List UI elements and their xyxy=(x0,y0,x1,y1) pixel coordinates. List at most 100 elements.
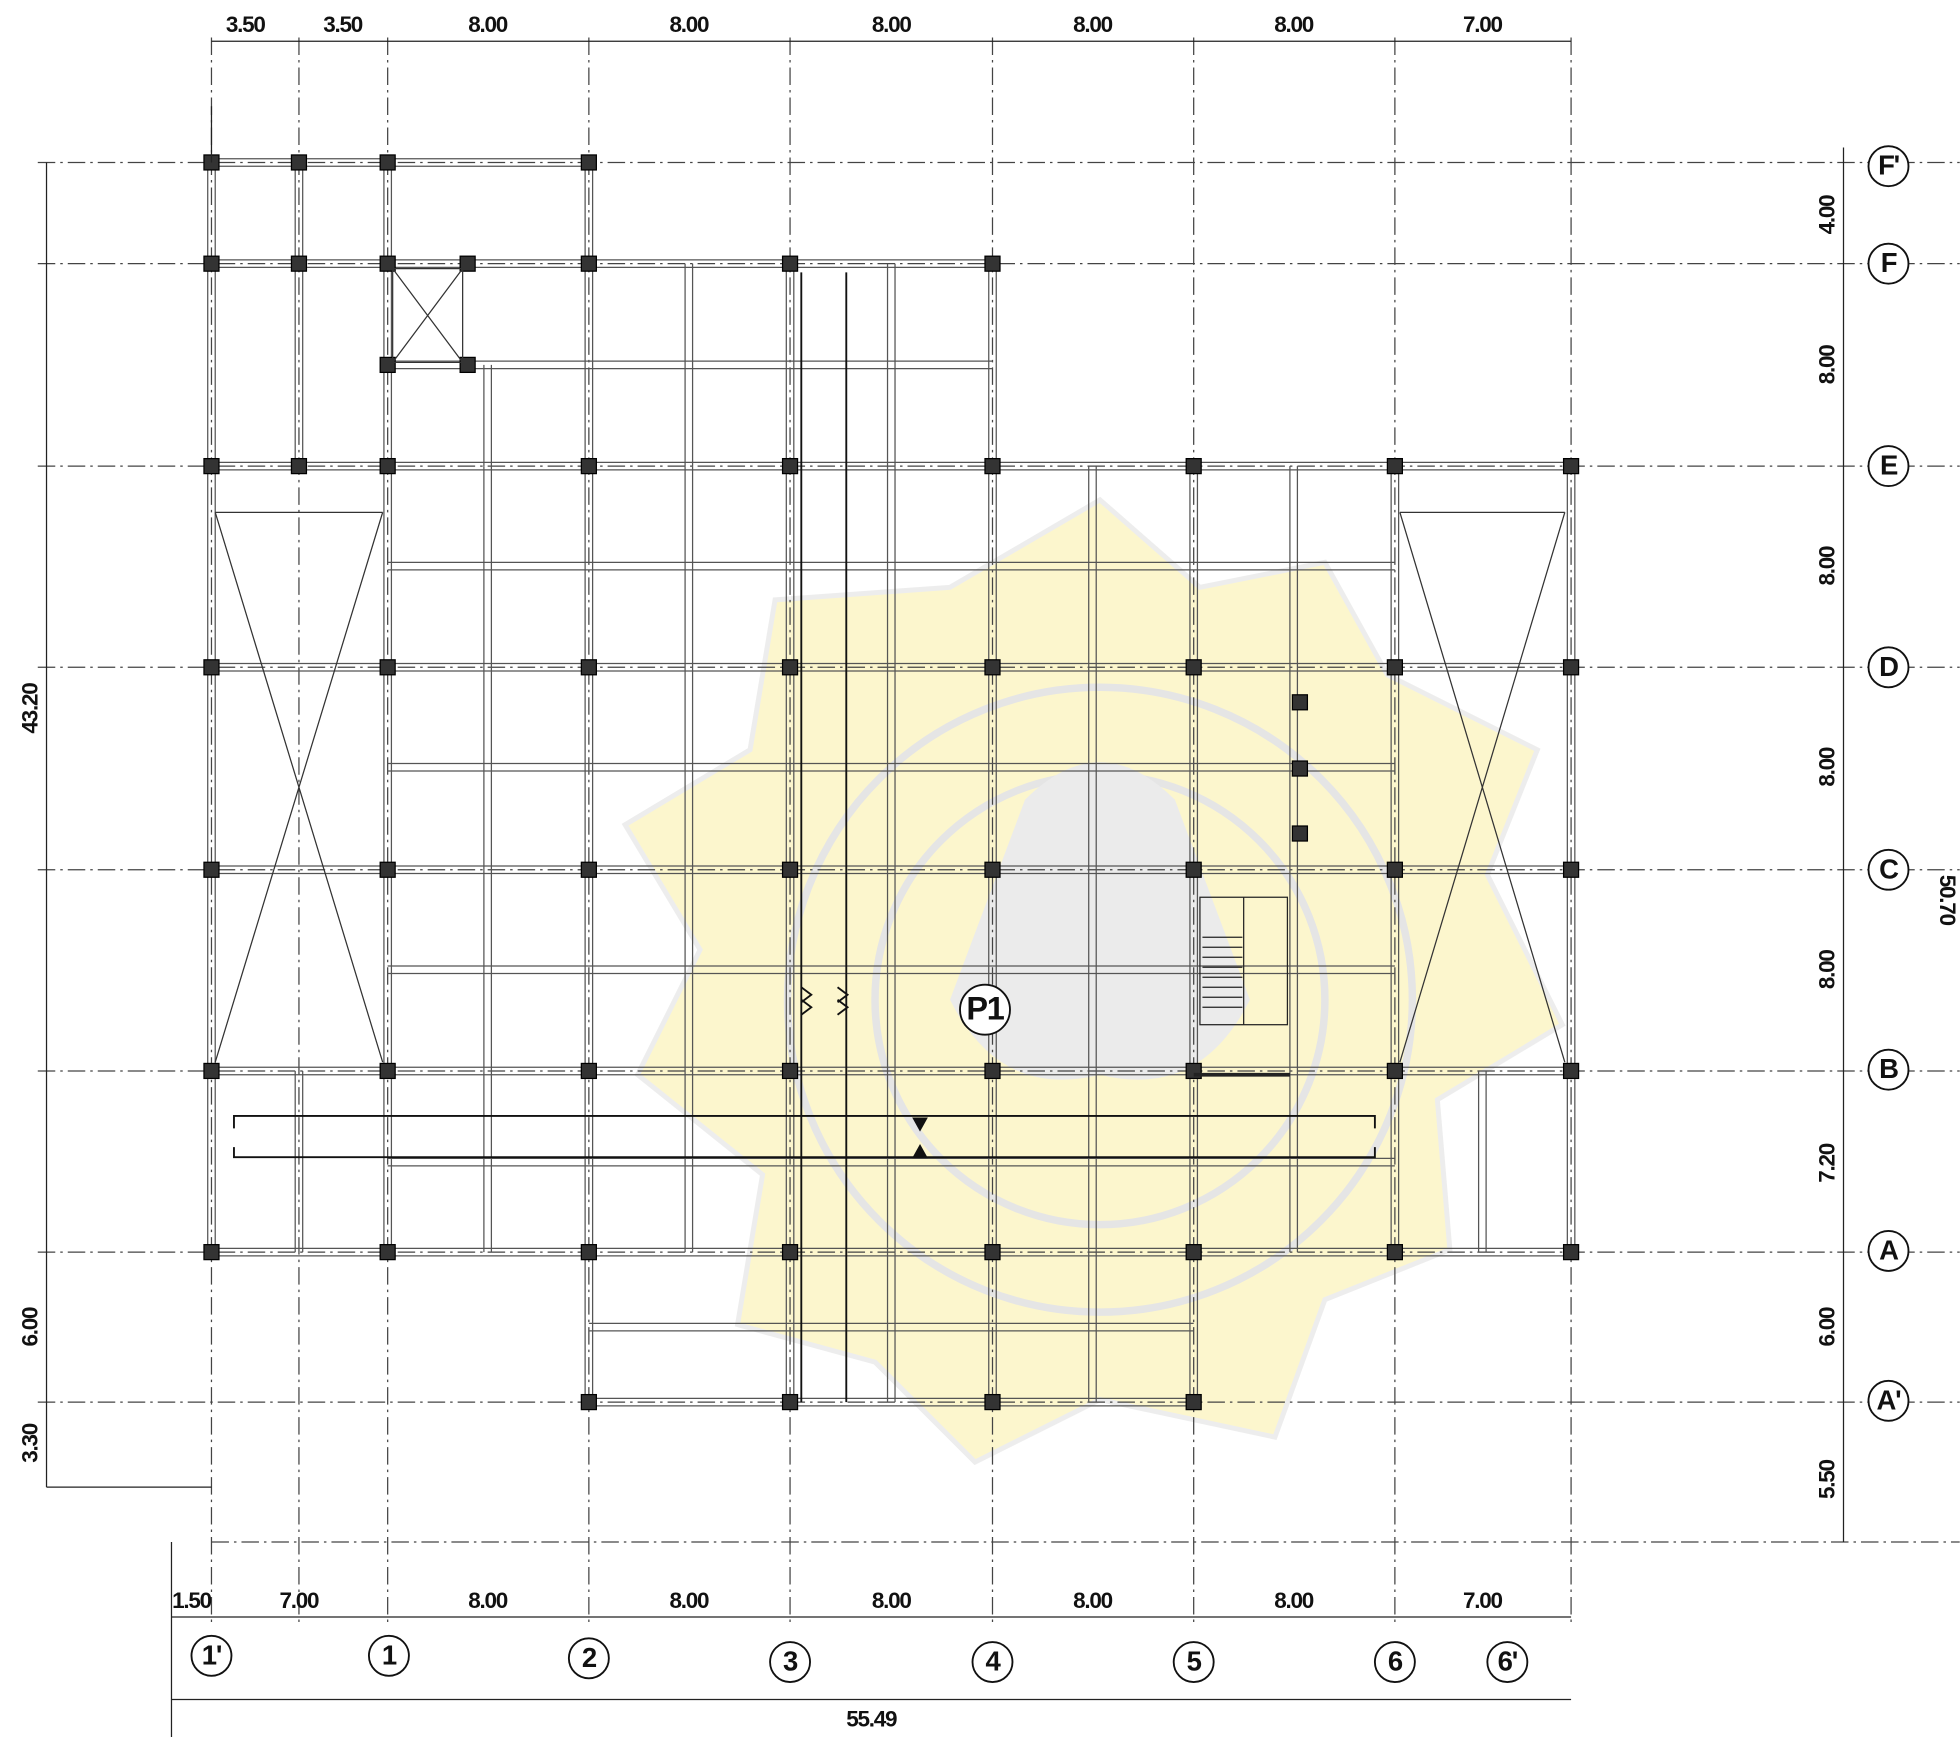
column xyxy=(379,154,396,171)
column xyxy=(781,1244,799,1261)
right-dimension: 8.00 xyxy=(1814,747,1839,787)
axis-bubble xyxy=(1867,1048,1910,1091)
row-axis-label: C xyxy=(1879,853,1899,884)
column xyxy=(984,1393,1001,1411)
column xyxy=(984,1062,1001,1080)
column xyxy=(580,457,597,475)
column-axis-label: 6 xyxy=(1388,1646,1403,1677)
row-axis-label: D xyxy=(1879,651,1898,682)
plan-label: P1 xyxy=(966,991,1004,1027)
column xyxy=(290,457,308,475)
column-axis-label: 4 xyxy=(985,1646,1001,1677)
column xyxy=(1562,457,1580,475)
top-dimension: 3.50 xyxy=(226,12,266,37)
axis-bubble xyxy=(567,1637,610,1680)
plan-label-circle xyxy=(959,983,1011,1036)
column xyxy=(379,861,396,878)
axis-bubble xyxy=(1867,1379,1910,1422)
right-dimension: 8.00 xyxy=(1814,546,1839,586)
axis-bubble xyxy=(1867,145,1910,188)
column xyxy=(580,154,597,171)
column xyxy=(781,255,799,272)
column xyxy=(1185,861,1202,878)
right-total: 50.70 xyxy=(1935,875,1960,926)
column xyxy=(203,861,220,878)
column xyxy=(580,659,597,676)
left-dimension: 6.00 xyxy=(17,1307,42,1347)
column xyxy=(290,154,308,171)
column-axis-label: 2 xyxy=(582,1642,597,1673)
right-dimension: 5.50 xyxy=(1814,1459,1839,1499)
column xyxy=(1185,1244,1202,1261)
column xyxy=(1562,861,1580,878)
bottom-dimension: 8.00 xyxy=(1274,1588,1314,1613)
column xyxy=(1562,1062,1580,1080)
column xyxy=(580,1062,597,1080)
axis-bubble xyxy=(1172,1641,1215,1683)
column xyxy=(379,255,396,272)
top-dimension: 8.00 xyxy=(468,12,508,37)
row-axis-label: F' xyxy=(1878,150,1900,181)
bottom-dimension: 8.00 xyxy=(872,1588,912,1613)
column xyxy=(1185,659,1202,676)
bottom-dimension: 7.00 xyxy=(280,1588,320,1613)
left-dimension: 43.20 xyxy=(17,683,42,734)
axis-bubble xyxy=(1867,646,1910,689)
axis-bubble xyxy=(971,1641,1014,1683)
right-dimension: 6.00 xyxy=(1814,1307,1839,1347)
top-dimension: 7.00 xyxy=(1463,12,1503,37)
column xyxy=(781,1062,799,1080)
bottom-dimension: 8.00 xyxy=(669,1588,709,1613)
top-dimension: 8.00 xyxy=(1073,12,1113,37)
right-dimension: 8.00 xyxy=(1814,950,1839,990)
bottom-total: 55.49 xyxy=(846,1707,897,1732)
bottom-dimension: 8.00 xyxy=(468,1588,508,1613)
bottom-dimension: 1.50 xyxy=(172,1588,212,1613)
column xyxy=(1386,1244,1404,1261)
right-dimension: 7.20 xyxy=(1814,1143,1839,1183)
column xyxy=(984,659,1001,676)
annotations: 3.50 3.50 8.00 8.00 8.00 8.00 8.00 7.00 1.50 7.00… xyxy=(17,12,1960,1737)
right-dimension: 4.00 xyxy=(1814,195,1839,235)
column-axis-label: 1 xyxy=(382,1639,397,1670)
column xyxy=(203,457,220,475)
axis-bubble xyxy=(367,1634,410,1677)
bottom-dimension: 8.00 xyxy=(1073,1588,1113,1613)
column xyxy=(580,255,597,272)
column xyxy=(781,1393,799,1411)
column xyxy=(580,1244,597,1261)
column xyxy=(1386,1062,1404,1080)
watermark xyxy=(621,496,1566,1466)
column xyxy=(1386,861,1404,878)
column xyxy=(203,1244,220,1261)
column-axis-label: 1' xyxy=(202,1639,222,1670)
column xyxy=(290,255,308,272)
top-dimension: 8.00 xyxy=(1274,12,1314,37)
column xyxy=(984,255,1001,272)
axis-bubble xyxy=(190,1634,233,1677)
stair xyxy=(1193,896,1290,1077)
column xyxy=(1562,659,1580,676)
row-axis-label: F xyxy=(1881,247,1897,278)
column xyxy=(1386,659,1404,676)
column xyxy=(379,659,396,676)
axis-bubble xyxy=(769,1641,811,1683)
column xyxy=(1386,457,1404,475)
void-markers xyxy=(214,268,1566,1063)
column-axis-label: 3 xyxy=(783,1646,798,1677)
column xyxy=(984,1244,1001,1261)
bottom-dimension: 7.00 xyxy=(1463,1588,1503,1613)
right-dimension: 8.00 xyxy=(1814,345,1839,385)
row-axis-label: B xyxy=(1879,1053,1898,1084)
axis-bubble xyxy=(1867,1229,1910,1272)
left-dimension: 3.30 xyxy=(17,1423,42,1463)
column xyxy=(1185,1393,1202,1411)
top-dimension: 3.50 xyxy=(323,12,363,37)
column xyxy=(459,255,476,272)
column xyxy=(580,1393,597,1411)
column xyxy=(984,457,1001,475)
column xyxy=(781,861,799,878)
axis-bubble xyxy=(1373,1641,1416,1683)
row-axis-label: A' xyxy=(1877,1384,1902,1415)
